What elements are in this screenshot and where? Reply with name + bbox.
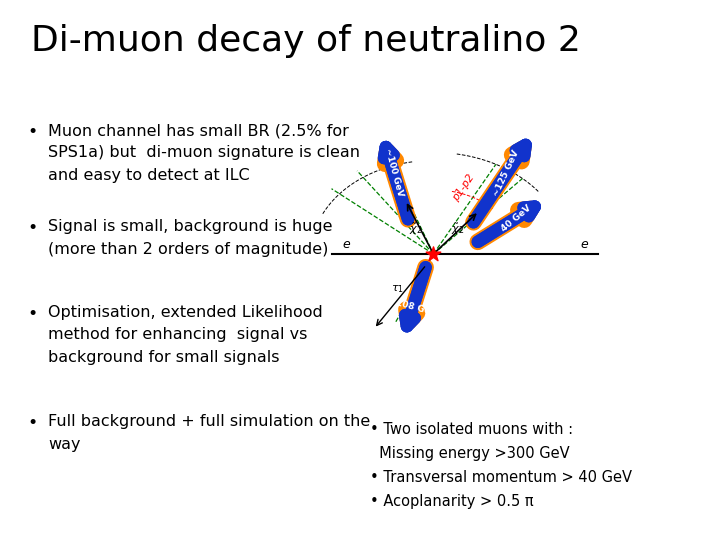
Text: background for small signals: background for small signals bbox=[48, 349, 280, 364]
Text: Muon channel has small BR (2.5% for: Muon channel has small BR (2.5% for bbox=[48, 123, 349, 138]
Text: $\tau_1$: $\tau_1$ bbox=[392, 284, 405, 295]
Text: ~100 GeV: ~100 GeV bbox=[383, 147, 405, 197]
Text: •: • bbox=[27, 305, 37, 323]
Text: • Acoplanarity > 0.5 π: • Acoplanarity > 0.5 π bbox=[370, 495, 534, 509]
Text: Di-muon decay of neutralino 2: Di-muon decay of neutralino 2 bbox=[31, 24, 580, 58]
Text: $\tilde{\chi}_2$: $\tilde{\chi}_2$ bbox=[409, 221, 422, 237]
Text: • Two isolated muons with :: • Two isolated muons with : bbox=[370, 422, 574, 437]
Text: e: e bbox=[580, 238, 588, 251]
Text: method for enhancing  signal vs: method for enhancing signal vs bbox=[48, 327, 307, 342]
Text: and easy to detect at ILC: and easy to detect at ILC bbox=[48, 168, 250, 183]
Text: e: e bbox=[343, 238, 350, 251]
Text: (more than 2 orders of magnitude): (more than 2 orders of magnitude) bbox=[48, 242, 328, 256]
Text: p1-p2: p1-p2 bbox=[451, 172, 477, 202]
Text: Optimisation, extended Likelihood: Optimisation, extended Likelihood bbox=[48, 305, 323, 320]
Text: Signal is small, background is huge: Signal is small, background is huge bbox=[48, 219, 333, 234]
Text: way: way bbox=[48, 437, 81, 452]
Text: Missing energy >300 GeV: Missing energy >300 GeV bbox=[370, 447, 570, 461]
Text: •: • bbox=[27, 414, 37, 433]
Text: ~108 GeV: ~108 GeV bbox=[387, 296, 438, 318]
Text: $\tilde{\chi}_2$: $\tilde{\chi}_2$ bbox=[451, 221, 464, 237]
Text: •: • bbox=[27, 219, 37, 237]
Text: • Transversal momentum > 40 GeV: • Transversal momentum > 40 GeV bbox=[370, 470, 632, 485]
Text: ~125 GeV: ~125 GeV bbox=[492, 148, 521, 198]
Point bbox=[428, 249, 439, 258]
Text: SPS1a) but  di-muon signature is clean: SPS1a) but di-muon signature is clean bbox=[48, 145, 360, 160]
Text: •: • bbox=[27, 123, 37, 141]
Text: 40 GeV: 40 GeV bbox=[499, 203, 533, 233]
Text: Full background + full simulation on the: Full background + full simulation on the bbox=[48, 414, 371, 429]
